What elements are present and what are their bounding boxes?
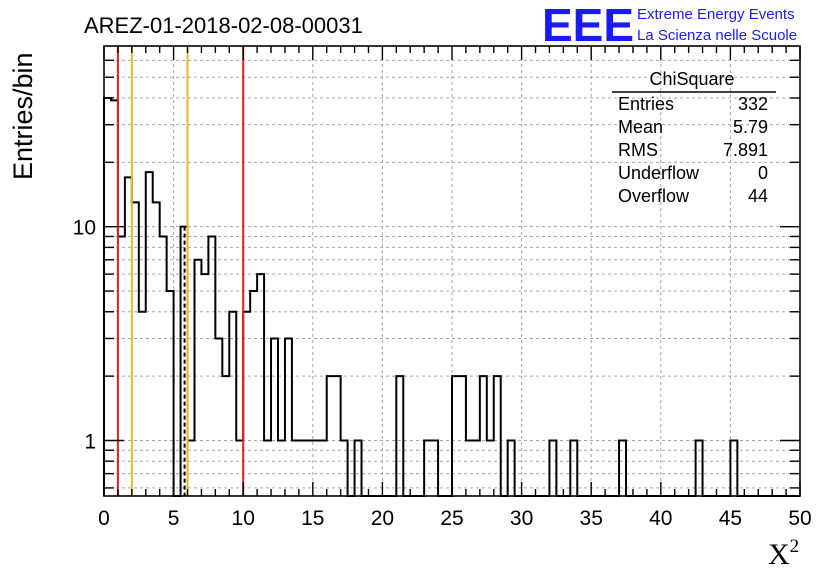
logo-mark: EEE <box>542 0 634 51</box>
stats-label: RMS <box>618 140 658 160</box>
stats-box: ChiSquare Entries 332 Mean 5.79 RMS 7.891 Unde… <box>612 69 776 206</box>
histogram-bin <box>570 440 577 496</box>
histogram-bin <box>306 440 313 496</box>
histogram-bin <box>452 376 459 496</box>
histogram-bin <box>480 376 487 496</box>
stats-label: Mean <box>618 117 663 137</box>
y-tick-label: 1 <box>84 430 96 453</box>
histogram-bin <box>125 177 132 496</box>
histogram-bin <box>271 338 278 496</box>
stats-label: Entries <box>618 94 674 114</box>
histogram-bin <box>730 440 737 496</box>
x-tick-label: 50 <box>788 507 811 530</box>
stats-value: 44 <box>748 186 768 206</box>
x-tick-label: 15 <box>301 507 324 530</box>
eee-logo: EEE Extreme Energy Events La Scienza nel… <box>542 0 797 51</box>
histogram-bin <box>487 440 494 496</box>
histogram-bin <box>236 440 243 496</box>
histogram-bin <box>215 338 222 496</box>
stats-title: ChiSquare <box>649 69 734 89</box>
histogram-bin <box>208 236 215 496</box>
histogram-bars <box>103 96 800 497</box>
histogram-bin <box>424 440 431 496</box>
histogram-bin <box>327 376 334 496</box>
histogram-bin <box>473 440 480 496</box>
histogram-bin <box>494 376 501 496</box>
histogram-bin <box>194 260 201 496</box>
histogram-bin <box>146 172 153 496</box>
histogram-bin <box>320 440 327 496</box>
x-tick-label: 35 <box>580 507 603 530</box>
histogram-bin <box>160 236 167 496</box>
logo-line-2: La Scienza nelle Scuole <box>637 27 797 44</box>
histogram-bin <box>104 98 111 496</box>
histogram-bin <box>355 440 362 496</box>
marker-lines <box>116 46 245 496</box>
histogram-bin <box>313 440 320 496</box>
histogram-bin <box>139 312 146 496</box>
x-tick-label: 5 <box>168 507 180 530</box>
histogram-bin <box>118 236 125 496</box>
x-tick-label: 25 <box>440 507 463 530</box>
histogram-bin <box>508 440 515 496</box>
stats-rows: Entries 332 Mean 5.79 RMS 7.891 Underflow 0 Over… <box>618 94 768 206</box>
axis-ticks: 0 5 10 15 20 25 30 35 40 45 50 1 10 <box>73 46 812 530</box>
y-axis-label: Entries/bin <box>8 52 38 180</box>
histogram-bin <box>299 440 306 496</box>
histogram-bin <box>292 440 299 496</box>
stats-value: 7.891 <box>723 140 768 160</box>
chart-title: AREZ-01-2018-02-08-00031 <box>84 13 363 38</box>
stats-value: 332 <box>738 94 768 114</box>
histogram-bin <box>188 440 195 496</box>
histogram-bin <box>466 440 473 496</box>
histogram-bin <box>431 440 438 496</box>
x-axis-label-superscript: 2 <box>790 536 800 557</box>
histogram-bin <box>619 440 626 496</box>
stats-label: Overflow <box>618 186 690 206</box>
histogram-bin <box>264 440 271 496</box>
y-tick-label: 10 <box>73 217 96 240</box>
stats-value: 5.79 <box>733 117 768 137</box>
x-tick-label: 30 <box>510 507 533 530</box>
histogram-bin <box>257 274 264 496</box>
histogram-bin <box>285 338 292 496</box>
histogram-bin <box>278 440 285 496</box>
x-tick-label: 40 <box>649 507 672 530</box>
histogram-bin <box>334 376 341 496</box>
stats-label: Underflow <box>618 163 700 183</box>
x-tick-label: 20 <box>371 507 394 530</box>
histogram-bin <box>153 202 160 496</box>
stats-value: 0 <box>758 163 768 183</box>
x-tick-label: 0 <box>98 507 110 530</box>
histogram-bin <box>167 291 174 496</box>
x-tick-label: 10 <box>232 507 255 530</box>
logo-line-1: Extreme Energy Events <box>637 6 795 23</box>
histogram-bin <box>243 312 250 496</box>
histogram-bin <box>459 376 466 496</box>
histogram-bin <box>229 312 236 496</box>
histogram-bin <box>341 440 348 496</box>
histogram-bin <box>111 100 118 496</box>
histogram-bin <box>132 202 139 496</box>
x-axis-label-base: X <box>768 538 790 571</box>
histogram-bin <box>222 376 229 496</box>
histogram-bin <box>201 274 208 496</box>
x-tick-label: 45 <box>719 507 742 530</box>
histogram-bin <box>696 440 703 496</box>
histogram-bin <box>549 440 556 496</box>
histogram-bin <box>250 291 257 496</box>
x-axis-label: X2 <box>768 536 799 571</box>
histogram-bin <box>396 376 403 496</box>
